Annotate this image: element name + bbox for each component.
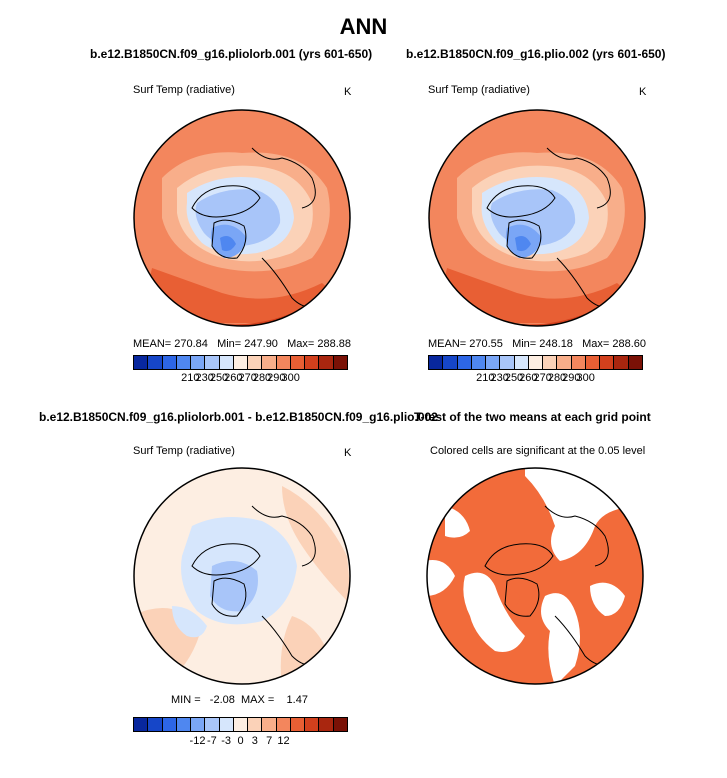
panel3-stats: MIN = -2.08 MAX = 1.47	[171, 694, 308, 706]
panel2-title: b.e12.B1850CN.f09_g16.plio.002 (yrs 601-…	[406, 47, 666, 61]
colorbar-tick-label: 290	[562, 372, 581, 384]
panel2-colorbar	[428, 355, 643, 370]
figure-title: ANN	[339, 14, 388, 39]
panel3-title: b.e12.B1850CN.f09_g16.pliolorb.001 - b.e…	[39, 410, 438, 424]
colorbar-swatch	[219, 718, 234, 731]
colorbar-swatch	[443, 356, 458, 369]
panel3-units: K	[344, 447, 352, 459]
colorbar-swatch	[471, 356, 487, 369]
colorbar-swatch	[134, 718, 149, 731]
colorbar-swatch	[290, 356, 306, 369]
colorbar-swatch	[500, 356, 515, 369]
colorbar-swatch	[614, 356, 629, 369]
colorbar-swatch	[333, 356, 347, 369]
colorbar-swatch	[429, 356, 444, 369]
colorbar-swatch	[262, 356, 277, 369]
colorbar-swatch	[248, 718, 263, 731]
colorbar-tick-label: -12	[189, 735, 206, 747]
panel1-polar-map	[133, 109, 351, 327]
colorbar-swatch	[600, 356, 615, 369]
colorbar-swatch	[457, 356, 472, 369]
panel1-variable: Surf Temp (radiative)	[133, 84, 235, 96]
colorbar-swatch	[176, 718, 192, 731]
panel1-units: K	[344, 86, 352, 98]
colorbar-tick-label: 260	[519, 372, 538, 384]
colorbar-swatch	[557, 356, 572, 369]
colorbar-tick-label: 210	[476, 372, 495, 384]
colorbar-swatch	[319, 718, 334, 731]
colorbar-tick-label: 260	[224, 372, 243, 384]
colorbar-swatch	[319, 356, 334, 369]
colorbar-swatch	[486, 356, 501, 369]
colorbar-tick-label: 250	[504, 372, 524, 384]
panel4-subtitle: Colored cells are significant at the 0.0…	[430, 445, 646, 457]
colorbar-tick-label: 300	[281, 372, 300, 384]
panel3-colorbar-labels: -12 -7 -3 0 3 7 12	[133, 735, 348, 749]
colorbar-swatch	[191, 356, 206, 369]
colorbar-swatch	[543, 356, 558, 369]
panel2-variable: Surf Temp (radiative)	[428, 84, 530, 96]
colorbar-tick-label: -3	[221, 735, 232, 747]
colorbar-swatch	[628, 356, 642, 369]
panel1-colorbar-labels: 210 230 250 260 270 280 290 300	[133, 372, 348, 386]
colorbar-swatch	[276, 718, 291, 731]
colorbar-swatch	[276, 356, 291, 369]
panel1-title: b.e12.B1850CN.f09_g16.pliolorb.001 (yrs …	[90, 47, 373, 61]
colorbar-tick-label: 230	[490, 372, 509, 384]
colorbar-swatch	[205, 356, 220, 369]
panel4-significance-map	[426, 467, 644, 685]
colorbar-swatch	[134, 356, 149, 369]
colorbar-tick-label: 270	[238, 372, 257, 384]
colorbar-tick-label: 300	[576, 372, 595, 384]
panel3-colorbar	[133, 717, 348, 732]
colorbar-swatch	[219, 356, 234, 369]
panel3-variable: Surf Temp (radiative)	[133, 445, 235, 457]
colorbar-swatch	[162, 718, 177, 731]
colorbar-swatch	[176, 356, 192, 369]
panel4-title: T-test of the two means at each grid poi…	[414, 410, 651, 424]
colorbar-swatch	[205, 718, 220, 731]
colorbar-swatch	[290, 718, 306, 731]
colorbar-tick-label: 280	[547, 372, 567, 384]
colorbar-tick-label: 230	[195, 372, 214, 384]
panel2-colorbar-labels: 210 230 250 260 270 280 290 300	[428, 372, 643, 386]
colorbar-tick-label: 290	[267, 372, 286, 384]
colorbar-tick-label: 3	[251, 735, 258, 747]
colorbar-swatch	[191, 718, 206, 731]
colorbar-tick-label: 280	[252, 372, 272, 384]
colorbar-swatch	[585, 356, 601, 369]
colorbar-swatch	[162, 356, 177, 369]
colorbar-tick-label: 7	[266, 735, 273, 747]
colorbar-swatch	[305, 356, 320, 369]
colorbar-tick-label: 270	[533, 372, 552, 384]
colorbar-swatch	[233, 718, 249, 731]
colorbar-swatch	[305, 718, 320, 731]
colorbar-swatch	[528, 356, 544, 369]
panel2-stats: MEAN= 270.55 Min= 248.18 Max= 288.60	[428, 338, 646, 350]
colorbar-tick-label: 250	[209, 372, 229, 384]
colorbar-swatch	[248, 356, 263, 369]
colorbar-swatch	[148, 356, 163, 369]
panel1-colorbar	[133, 355, 348, 370]
colorbar-swatch	[333, 718, 347, 731]
colorbar-swatch	[148, 718, 163, 731]
colorbar-swatch	[514, 356, 529, 369]
colorbar-swatch	[233, 356, 249, 369]
panel1-stats: MEAN= 270.84 Min= 247.90 Max= 288.88	[133, 338, 351, 350]
colorbar-swatch	[571, 356, 586, 369]
colorbar-tick-label: 0	[237, 735, 244, 747]
colorbar-swatch	[262, 718, 277, 731]
colorbar-tick-label: 210	[181, 372, 200, 384]
colorbar-tick-label: -7	[206, 735, 217, 747]
panel3-polar-map	[133, 467, 351, 685]
panel2-units: K	[639, 86, 647, 98]
colorbar-tick-label: 12	[277, 735, 290, 747]
panel2-polar-map	[428, 109, 646, 327]
